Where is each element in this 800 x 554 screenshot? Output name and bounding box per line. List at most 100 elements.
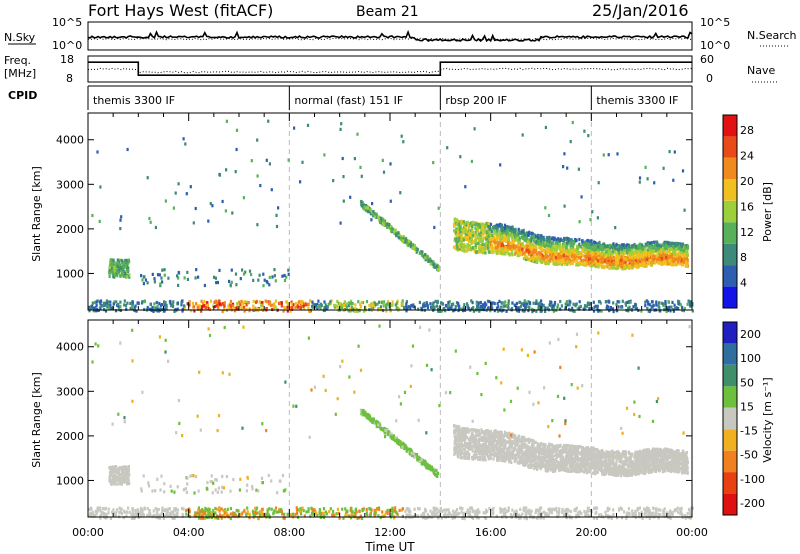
data-cell: [229, 299, 232, 303]
freq-tick-top: 18: [60, 53, 74, 66]
data-cell: [206, 301, 209, 305]
data-cell: [348, 309, 351, 313]
data-cell: [404, 509, 407, 513]
data-cell: [515, 245, 518, 249]
data-cell: [269, 300, 272, 304]
data-cell: [578, 300, 581, 304]
data-cell: [440, 516, 443, 520]
data-cell: [669, 309, 672, 313]
data-cell: [250, 159, 253, 163]
data-cell: [655, 244, 658, 248]
data-cell: [382, 223, 385, 227]
data-cell: [528, 230, 531, 234]
data-cell: [326, 305, 329, 309]
data-cell: [115, 270, 118, 274]
data-cell: [593, 240, 596, 244]
data-cell: [499, 163, 502, 167]
data-cell: [511, 249, 514, 253]
data-cell: [332, 179, 335, 183]
data-cell: [623, 265, 626, 269]
data-cell: [657, 508, 660, 512]
data-cell: [176, 512, 179, 516]
data-cell: [636, 507, 639, 511]
data-cell: [365, 204, 368, 208]
data-cell: [339, 221, 342, 225]
data-cell: [345, 509, 349, 513]
data-cell: [650, 241, 653, 245]
data-cell: [324, 510, 327, 514]
data-cell: [537, 302, 540, 306]
data-cell: [99, 516, 102, 520]
data-cell: [405, 300, 408, 304]
data-cell: [625, 514, 628, 518]
data-cell: [113, 268, 116, 272]
data-cell: [496, 227, 499, 232]
data-cell: [673, 303, 676, 307]
data-cell: [660, 245, 663, 249]
data-cell: [391, 506, 394, 510]
data-cell: [245, 303, 248, 307]
colorbar-swatch: [723, 222, 737, 244]
data-cell: [307, 509, 310, 513]
data-cell: [487, 227, 490, 231]
data-cell: [580, 195, 583, 199]
data-cell: [611, 265, 614, 269]
data-cell: [285, 275, 288, 279]
data-cell: [569, 243, 572, 247]
data-cell: [399, 236, 402, 240]
data-cell: [556, 305, 559, 309]
data-cell: [342, 199, 345, 203]
data-cell: [329, 300, 332, 304]
data-cell: [548, 244, 551, 248]
data-cell: [600, 250, 604, 254]
data-cell: [301, 301, 304, 305]
data-cell: [655, 254, 658, 258]
data-cell: [395, 232, 398, 237]
data-cell: [562, 248, 565, 252]
data-cell: [576, 307, 579, 311]
data-cell: [659, 513, 662, 517]
data-cell: [493, 309, 496, 313]
data-cell: [224, 209, 227, 213]
data-cell: [589, 301, 592, 305]
nsky-tick-top: 10^5: [52, 16, 82, 29]
data-cell: [650, 249, 653, 253]
data-cell: [546, 245, 549, 249]
data-cell: [165, 511, 168, 515]
data-cell: [105, 299, 108, 303]
data-cell: [488, 250, 491, 254]
data-cell: [640, 246, 643, 250]
data-cell: [208, 511, 211, 515]
data-cell: [653, 244, 656, 248]
data-cell: [562, 253, 565, 258]
data-cell: [488, 237, 491, 241]
data-cell: [389, 162, 392, 166]
data-cell: [644, 300, 647, 304]
data-cell: [314, 303, 317, 307]
data-cell: [423, 301, 426, 305]
data-cell: [562, 245, 565, 249]
data-cell: [652, 252, 655, 256]
data-cell: [686, 302, 689, 306]
data-cell: [300, 299, 303, 303]
data-cell: [300, 512, 303, 516]
data-cell: [462, 230, 465, 234]
freq-tick-bottom: 8: [66, 72, 73, 85]
data-cell: [467, 227, 470, 231]
data-cell: [417, 507, 420, 511]
data-cell: [478, 232, 481, 236]
data-cell: [608, 300, 611, 304]
data-cell: [116, 274, 119, 278]
data-cell: [543, 244, 546, 248]
data-cell: [323, 300, 326, 304]
data-cell: [526, 257, 529, 261]
data-cell: [571, 243, 574, 247]
colorbar-frame: [722, 114, 738, 309]
data-cell: [307, 309, 311, 313]
data-cell: [524, 246, 527, 250]
data-cell: [352, 514, 355, 518]
data-cell: [553, 248, 557, 252]
data-cell: [512, 512, 516, 516]
data-cell: [212, 509, 215, 513]
nave-tick-top: 60: [700, 53, 714, 66]
